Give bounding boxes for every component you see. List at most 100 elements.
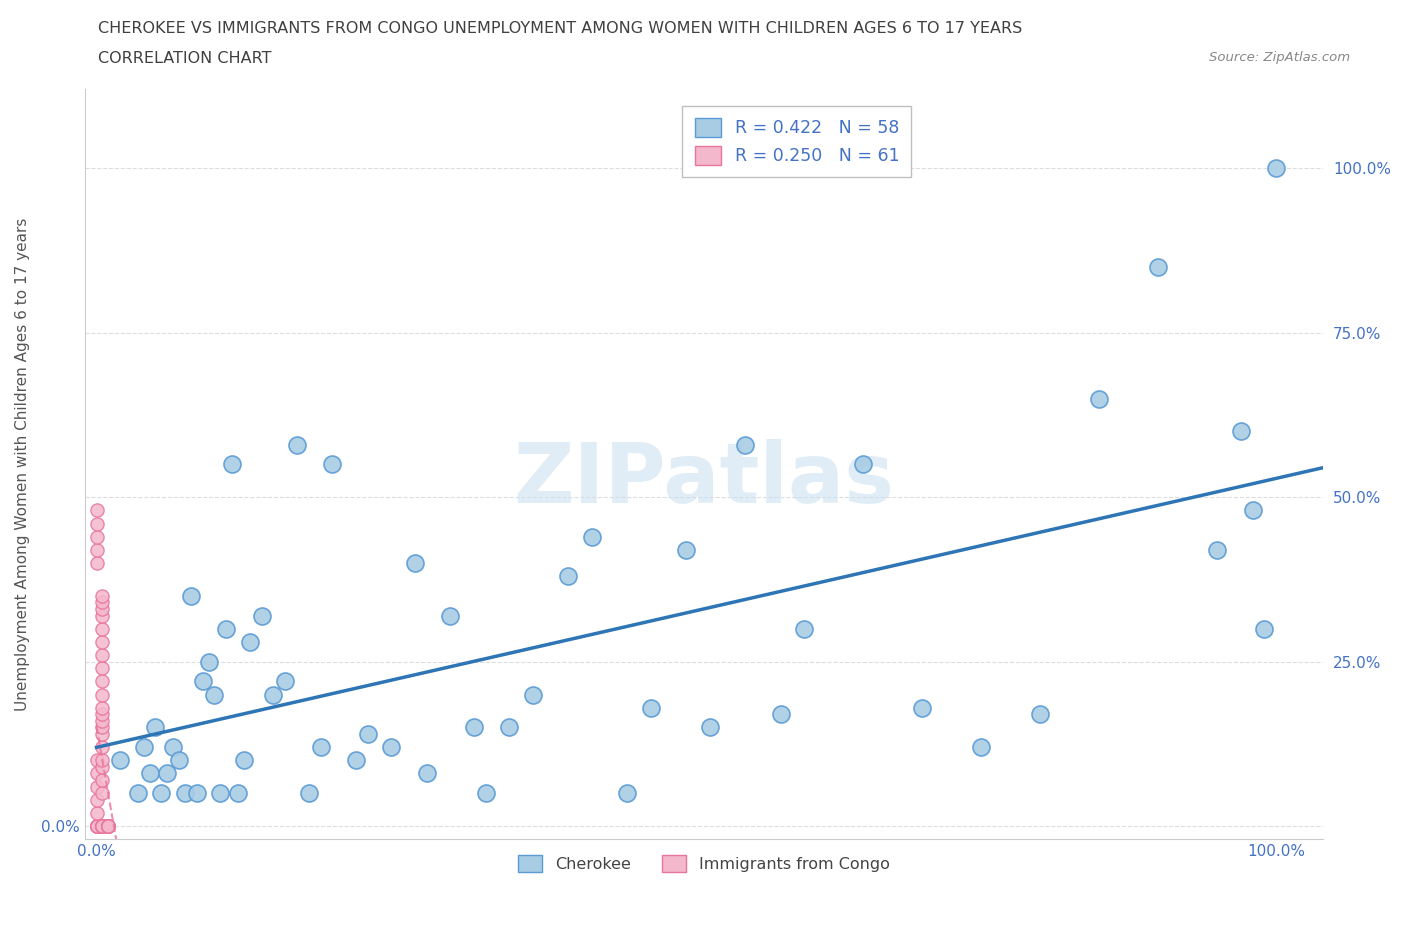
Point <box>86 753 108 768</box>
Point <box>186 786 208 801</box>
Point <box>108 753 131 768</box>
Point <box>97 818 120 833</box>
Point <box>215 621 238 636</box>
Point <box>734 437 756 452</box>
Point <box>86 818 108 833</box>
Point <box>91 602 114 617</box>
Point <box>262 687 284 702</box>
Point <box>344 753 367 768</box>
Point <box>86 766 108 781</box>
Point <box>209 786 232 801</box>
Point <box>91 621 114 636</box>
Point <box>309 739 332 754</box>
Point <box>97 818 120 833</box>
Point <box>699 720 721 735</box>
Point <box>97 818 120 833</box>
Point <box>86 792 108 807</box>
Point <box>91 739 114 754</box>
Point <box>91 786 114 801</box>
Point <box>380 739 402 754</box>
Point <box>86 503 108 518</box>
Point <box>156 766 179 781</box>
Point <box>86 818 108 833</box>
Y-axis label: Unemployment Among Women with Children Ages 6 to 17 years: Unemployment Among Women with Children A… <box>15 218 30 711</box>
Point <box>522 687 544 702</box>
Point <box>97 818 120 833</box>
Point <box>86 818 108 833</box>
Point <box>233 753 256 768</box>
Text: CORRELATION CHART: CORRELATION CHART <box>98 51 271 66</box>
Point <box>86 529 108 544</box>
Text: ZIPatlas: ZIPatlas <box>513 439 894 520</box>
Point <box>581 529 603 544</box>
Point <box>86 818 108 833</box>
Point <box>86 542 108 557</box>
Point <box>91 818 114 833</box>
Point <box>191 674 214 689</box>
Point <box>91 818 114 833</box>
Point <box>167 753 190 768</box>
Point <box>1088 392 1111 406</box>
Point <box>91 753 114 768</box>
Point <box>416 766 439 781</box>
Point <box>298 786 321 801</box>
Point <box>91 634 114 649</box>
Point <box>86 818 108 833</box>
Point <box>97 818 120 833</box>
Point <box>793 621 815 636</box>
Point <box>1265 161 1288 176</box>
Point <box>97 818 120 833</box>
Point <box>180 589 202 604</box>
Point <box>91 818 114 833</box>
Point <box>1253 621 1275 636</box>
Point <box>86 516 108 531</box>
Point <box>1206 542 1229 557</box>
Point <box>91 687 114 702</box>
Point <box>675 542 697 557</box>
Point <box>86 818 108 833</box>
Point <box>162 739 184 754</box>
Point <box>91 773 114 788</box>
Point <box>91 707 114 722</box>
Point <box>86 555 108 570</box>
Legend: Cherokee, Immigrants from Congo: Cherokee, Immigrants from Congo <box>510 846 898 880</box>
Point <box>97 818 120 833</box>
Point <box>97 818 120 833</box>
Point <box>557 569 579 584</box>
Point <box>1229 424 1251 439</box>
Point <box>91 726 114 741</box>
Point <box>132 739 155 754</box>
Point <box>221 457 243 472</box>
Point <box>404 555 426 570</box>
Point <box>475 786 498 801</box>
Point <box>97 818 120 833</box>
Point <box>91 818 114 833</box>
Point <box>91 720 114 735</box>
Point <box>138 766 160 781</box>
Point <box>86 818 108 833</box>
Point <box>616 786 638 801</box>
Point <box>86 818 108 833</box>
Point <box>852 457 875 472</box>
Point <box>226 786 249 801</box>
Point <box>91 818 114 833</box>
Point <box>145 720 167 735</box>
Point <box>250 608 273 623</box>
Point <box>769 707 792 722</box>
Point <box>86 818 108 833</box>
Text: Source: ZipAtlas.com: Source: ZipAtlas.com <box>1209 51 1350 64</box>
Point <box>91 760 114 775</box>
Point <box>970 739 993 754</box>
Point <box>321 457 343 472</box>
Point <box>640 700 662 715</box>
Point <box>91 674 114 689</box>
Point <box>239 634 262 649</box>
Point <box>91 608 114 623</box>
Point <box>91 661 114 676</box>
Point <box>91 713 114 728</box>
Point <box>285 437 308 452</box>
Point <box>127 786 149 801</box>
Point <box>91 818 114 833</box>
Point <box>1029 707 1052 722</box>
Point <box>86 779 108 794</box>
